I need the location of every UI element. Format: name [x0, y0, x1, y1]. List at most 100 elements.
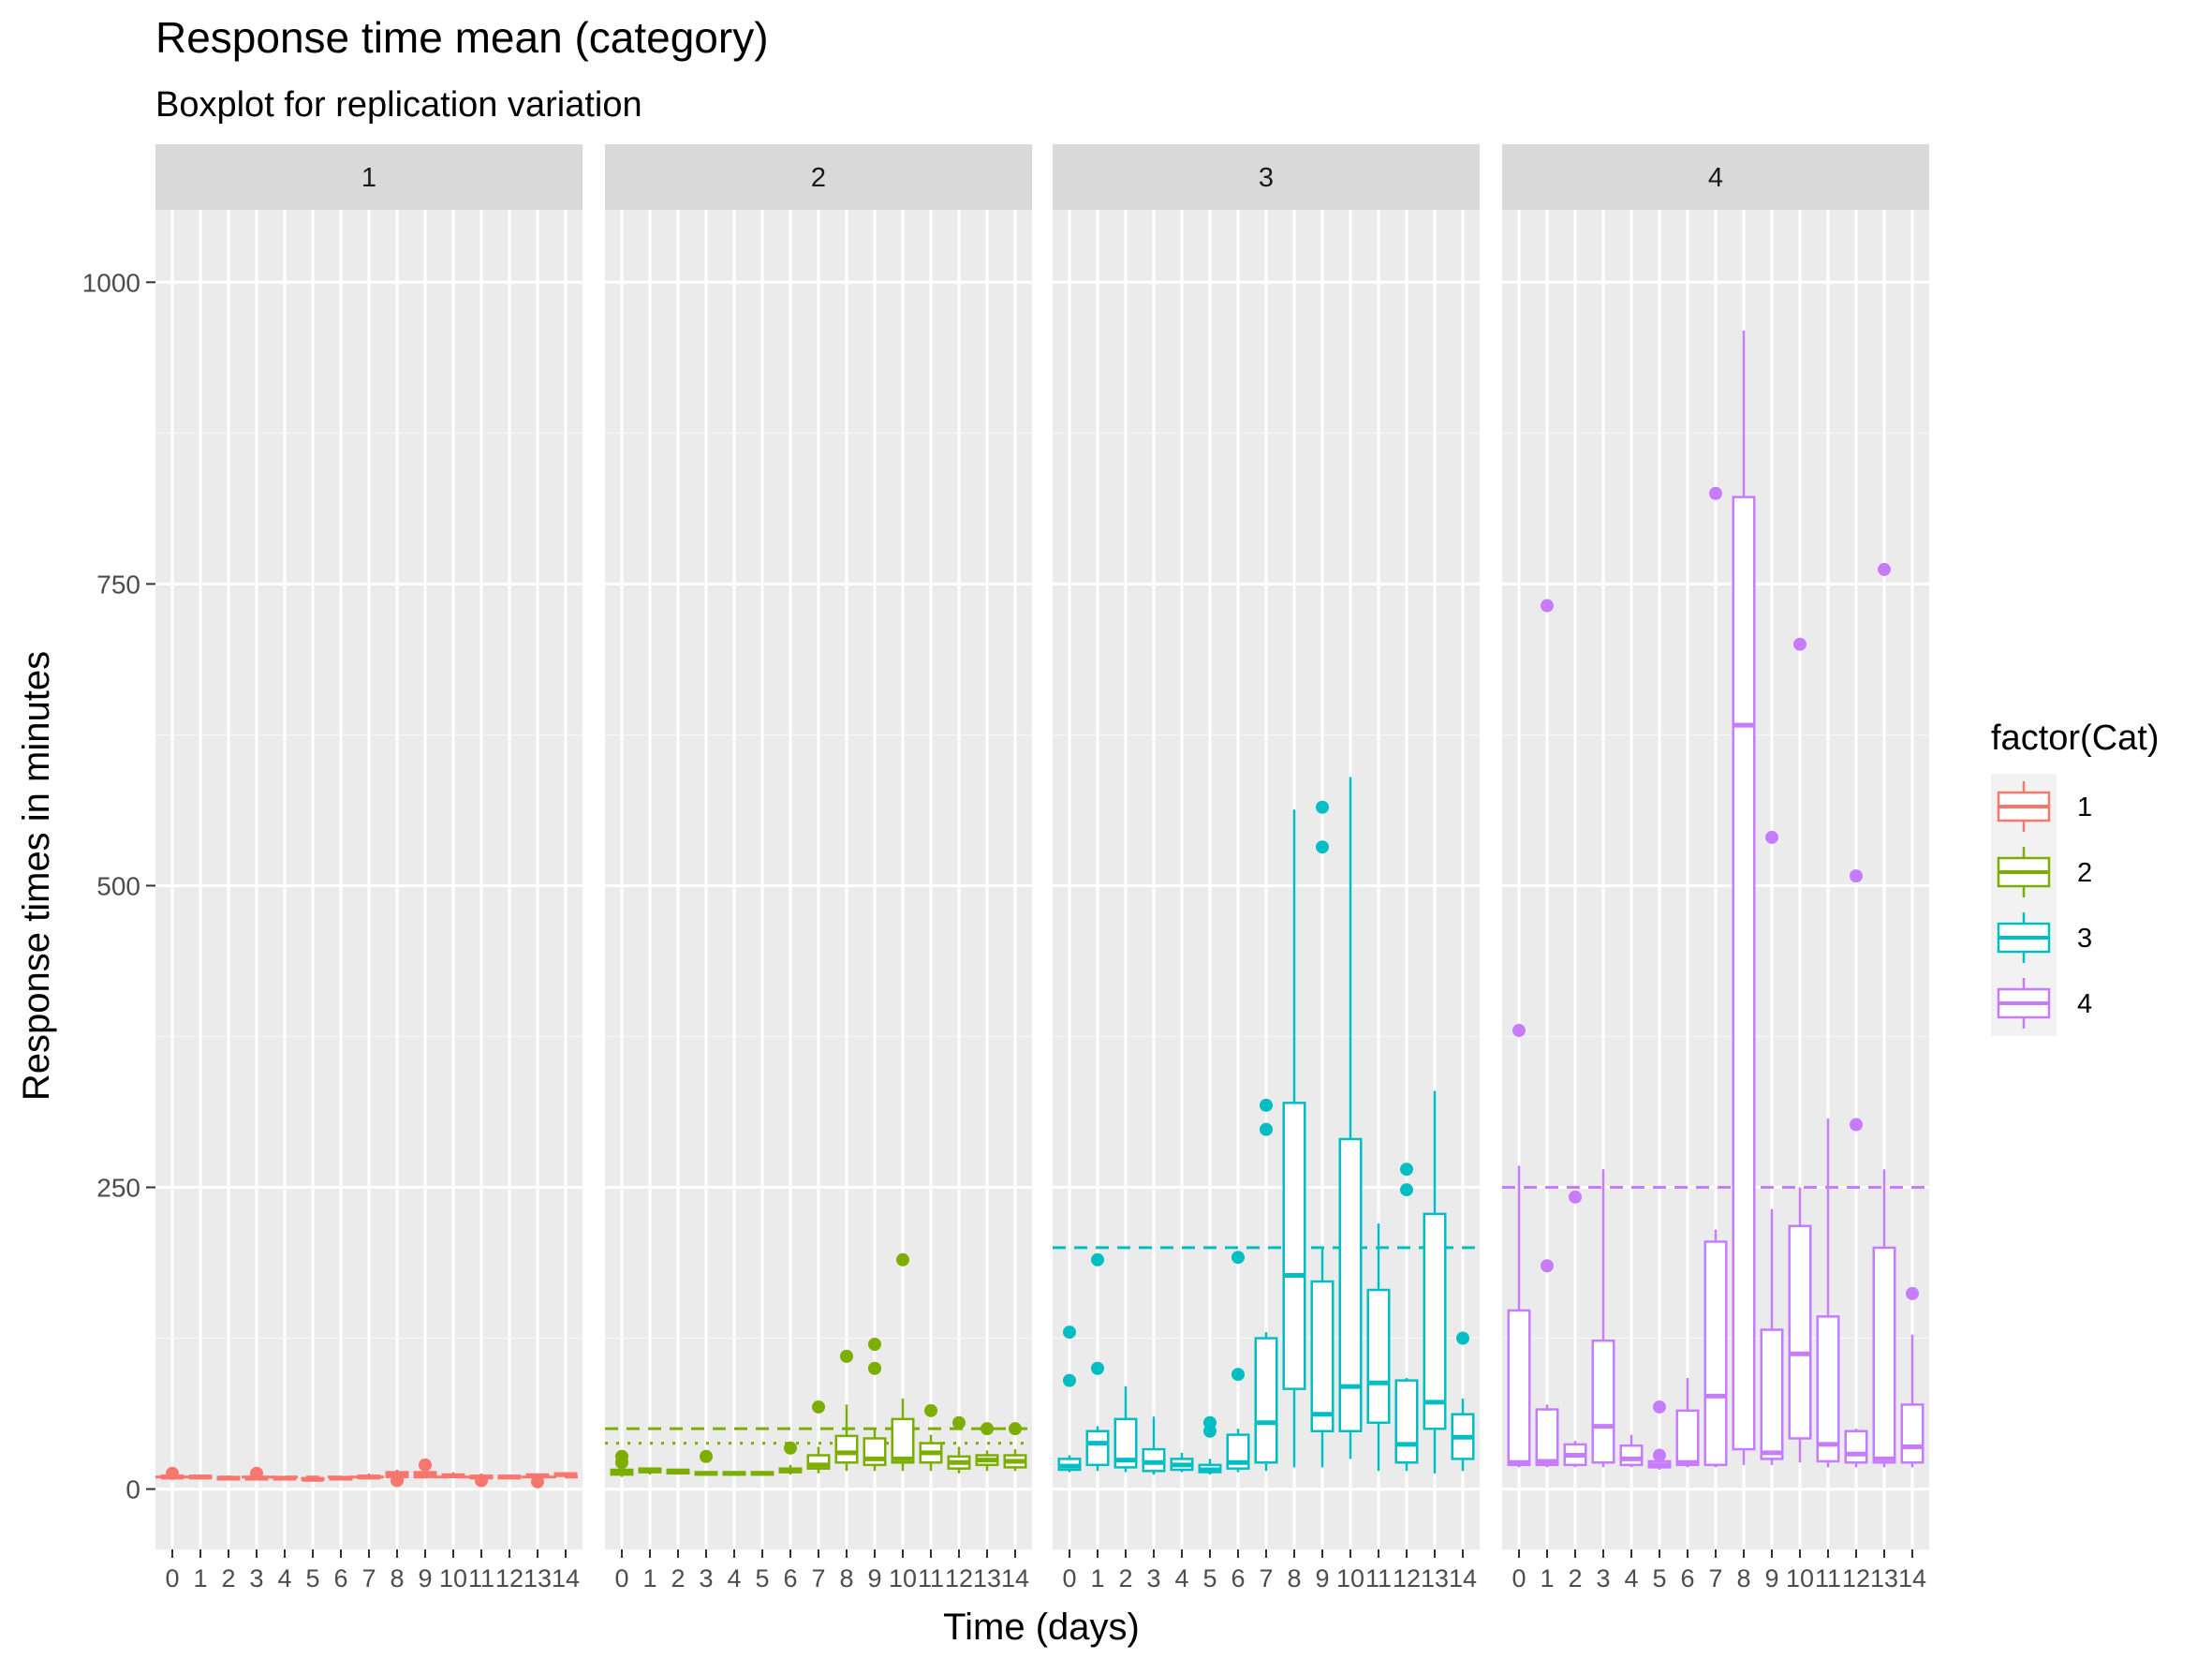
x-tick-label: 8: [1287, 1564, 1301, 1592]
box-day-10: [891, 1252, 915, 1472]
box-day-6: [778, 1441, 803, 1475]
box-day-9: [863, 1337, 887, 1472]
box-day-10: [1788, 637, 1812, 1463]
chart-subtitle: Boxplot for replication variation: [155, 85, 642, 125]
x-tick-label: 0: [165, 1564, 179, 1592]
x-tick-label: 3: [699, 1564, 713, 1592]
y-tick-label: 1000: [82, 268, 140, 297]
x-tick-label: 2: [1118, 1564, 1132, 1592]
x-tick-label: 10: [1786, 1564, 1814, 1592]
box-day-5: [1647, 1400, 1672, 1470]
x-tick-label: 10: [439, 1564, 467, 1592]
box-day-7: [1254, 1098, 1278, 1472]
outlier-point: [1009, 1422, 1022, 1436]
legend-item-label: 1: [2077, 792, 2092, 822]
box-body: [1900, 1403, 1924, 1464]
box-day-5: [750, 1471, 774, 1476]
outlier-point: [475, 1474, 488, 1488]
x-tick-label: 9: [1764, 1564, 1778, 1592]
x-tick-label: 8: [390, 1564, 404, 1592]
x-tick-label: 3: [249, 1564, 263, 1592]
x-tick-label: 6: [333, 1564, 347, 1592]
box-day-11: [469, 1473, 494, 1488]
x-tick-label: 4: [277, 1564, 291, 1592]
box-day-12: [497, 1474, 522, 1480]
x-tick-label: 13: [524, 1564, 552, 1592]
x-tick-label: 12: [495, 1564, 524, 1592]
box-day-6: [1675, 1378, 1700, 1468]
box-day-13: [1872, 562, 1896, 1468]
x-axis-label: Time (days): [943, 1607, 1140, 1648]
outlier-point: [1063, 1326, 1076, 1340]
outlier-point: [700, 1449, 713, 1463]
box-day-4: [273, 1475, 297, 1481]
x-tick-label: 11: [1365, 1564, 1392, 1592]
x-tick-label: 3: [1146, 1564, 1160, 1592]
x-tick-label: 4: [1174, 1564, 1188, 1592]
box-body: [1760, 1328, 1784, 1460]
box-day-6: [329, 1475, 353, 1481]
legend-item-label: 2: [2077, 858, 2092, 888]
box-body: [1535, 1408, 1559, 1467]
x-tick-label: 11: [468, 1564, 494, 1592]
x-tick-label: 0: [1062, 1564, 1076, 1592]
x-tick-label: 10: [1336, 1564, 1364, 1592]
box-body: [1816, 1315, 1840, 1463]
box-day-7: [1703, 486, 1728, 1468]
outlier-point: [1850, 1118, 1863, 1132]
outlier-point: [1541, 1259, 1554, 1273]
x-tick-label: 8: [839, 1564, 853, 1592]
outlier-point: [1316, 840, 1329, 854]
y-tick-label: 750: [96, 570, 140, 599]
legend-item-label: 3: [2077, 924, 2092, 954]
box-body: [834, 1434, 859, 1464]
legend-item-2: 2: [1991, 839, 2092, 905]
box-body: [1844, 1429, 1868, 1464]
box-body: [1703, 1240, 1728, 1467]
box-day-12: [947, 1415, 971, 1474]
x-tick-label: 6: [1231, 1564, 1245, 1592]
box-day-5: [1198, 1415, 1222, 1475]
box-body: [1113, 1417, 1138, 1469]
outlier-point: [1709, 486, 1722, 500]
x-tick-label: 5: [1202, 1564, 1217, 1592]
box-day-7: [806, 1400, 831, 1474]
outlier-point: [981, 1422, 994, 1436]
box-day-14: [1900, 1286, 1924, 1468]
y-tick-label: 500: [96, 871, 140, 900]
x-tick-label: 1: [642, 1564, 656, 1592]
box-body: [1282, 1102, 1306, 1390]
box-day-9: [1310, 800, 1335, 1468]
facet-strip: [1053, 144, 1480, 210]
x-tick-label: 7: [361, 1564, 376, 1592]
facet-strip-label: 3: [1259, 163, 1274, 193]
box-body: [1591, 1339, 1615, 1464]
x-tick-label: 6: [783, 1564, 797, 1592]
box-day-2: [666, 1468, 690, 1475]
x-tick-label: 13: [973, 1564, 1001, 1592]
box-day-11: [1366, 1223, 1391, 1472]
box-day-12: [1394, 1163, 1419, 1472]
box-day-2: [1563, 1190, 1587, 1468]
box-day-6: [1226, 1251, 1250, 1473]
x-tick-label: 6: [1680, 1564, 1694, 1592]
outlier-point: [391, 1474, 404, 1488]
box-day-14: [553, 1472, 578, 1477]
box-day-8: [834, 1349, 859, 1472]
box-day-0: [1057, 1326, 1082, 1473]
facet-strip-label: 4: [1708, 163, 1723, 193]
box-day-13: [525, 1473, 550, 1489]
x-tick-label: 13: [1870, 1564, 1898, 1592]
facet-panel-1: 10 1 2 3 4 5 6 7 8 9 10 11 12 13 14: [155, 144, 582, 1592]
y-tick-label: 250: [96, 1174, 140, 1203]
box-day-0: [160, 1466, 184, 1480]
outlier-point: [896, 1252, 909, 1266]
x-tick-label: 12: [1393, 1564, 1421, 1592]
outlier-point: [250, 1466, 263, 1480]
x-tick-label: 10: [889, 1564, 917, 1592]
box-day-1: [638, 1467, 662, 1475]
x-tick-label: 2: [221, 1564, 235, 1592]
x-tick-label: 2: [1568, 1564, 1582, 1592]
facet-strip: [155, 144, 582, 210]
